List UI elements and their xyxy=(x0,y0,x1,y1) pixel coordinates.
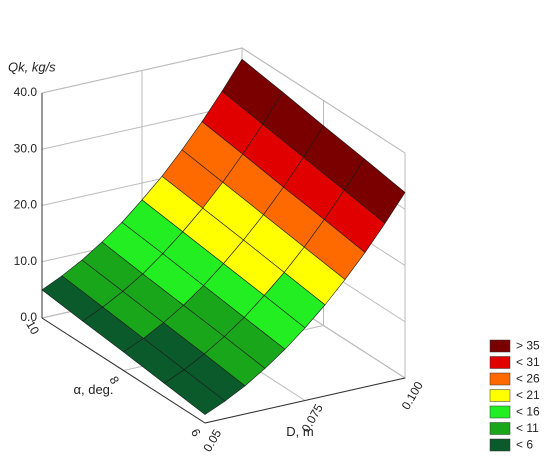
y-axis xyxy=(204,377,406,424)
z-axis-label: Qk, kg/s xyxy=(8,59,56,74)
legend-swatch xyxy=(489,405,511,419)
z-tick-label: 10.0 xyxy=(14,254,38,268)
x-tick-label: 6 xyxy=(188,426,204,439)
z-tick-label: 40.0 xyxy=(14,85,38,99)
y-tick-label: 0.05 xyxy=(200,427,224,455)
z-tick-label: 20.0 xyxy=(14,198,38,212)
legend-swatch xyxy=(489,422,511,435)
legend-label: < 6 xyxy=(516,438,533,452)
y-axis-label: D, m xyxy=(286,424,313,439)
legend-swatch xyxy=(489,339,511,353)
legend-label: < 11 xyxy=(516,421,539,435)
z-tick-label: 0.0 xyxy=(20,310,37,324)
legend-swatch xyxy=(489,356,511,369)
z-tick-label: 30.0 xyxy=(14,141,38,155)
surface-cell xyxy=(163,369,226,415)
x-axis-label: α, deg. xyxy=(73,382,113,397)
legend-swatch xyxy=(489,389,511,402)
x-tick-label: 10 xyxy=(23,318,42,337)
legend-label: < 26 xyxy=(516,372,540,386)
legend-swatch xyxy=(489,372,511,386)
legend-swatch xyxy=(489,438,511,452)
y-tick-label: 0.100 xyxy=(399,379,426,412)
legend-label: < 16 xyxy=(516,405,540,419)
legend-label: > 35 xyxy=(516,339,540,353)
x-axis xyxy=(41,317,206,424)
legend-label: < 21 xyxy=(516,388,540,402)
legend-label: < 31 xyxy=(516,355,540,369)
